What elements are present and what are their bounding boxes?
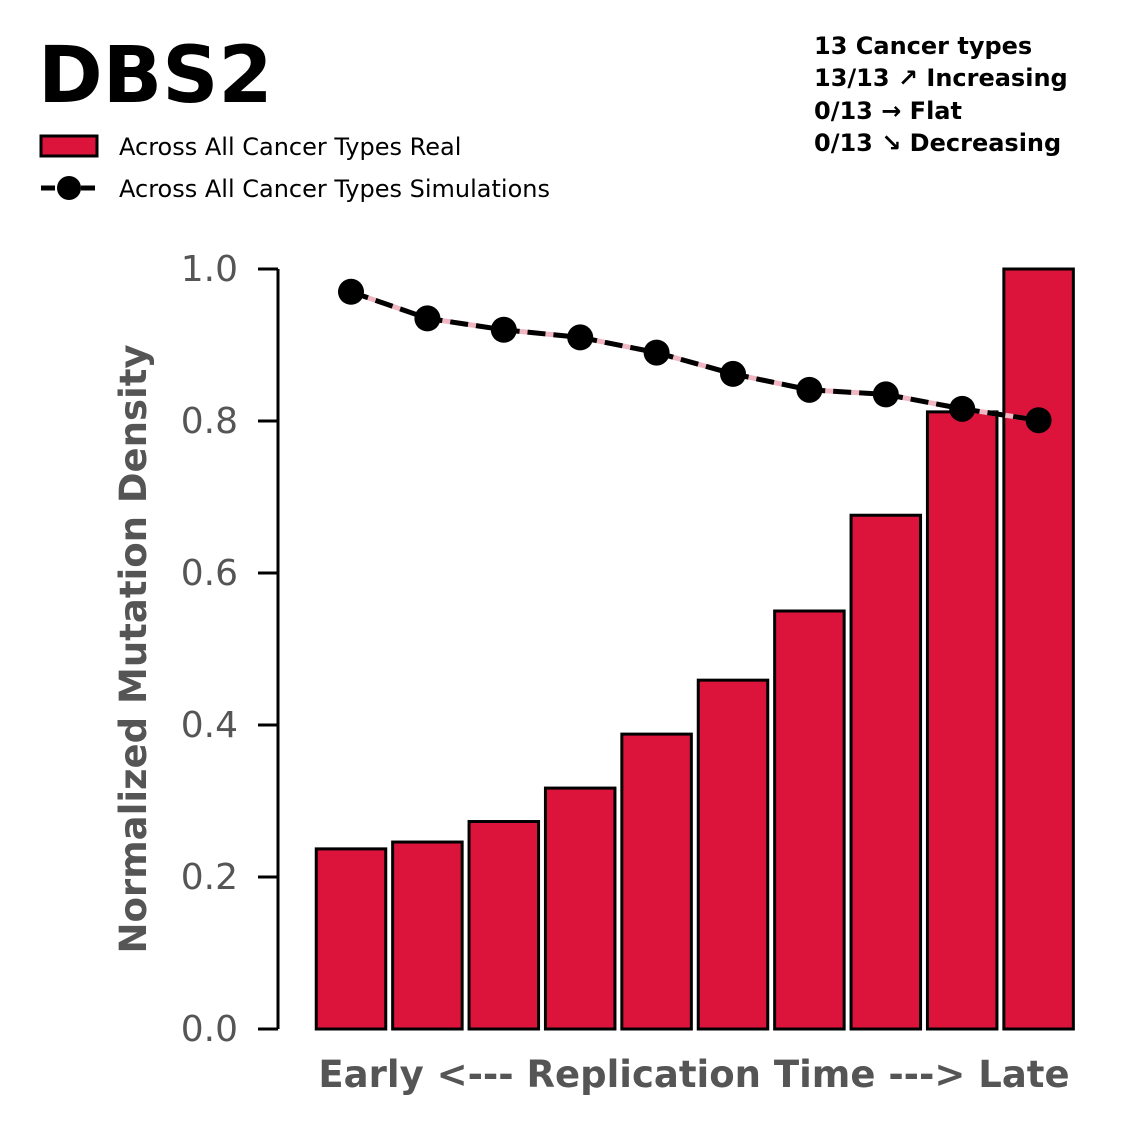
legend: Across All Cancer Types Real Across All … [39,133,550,203]
bar-real [1002,267,1075,1031]
simulation-point [949,395,976,422]
y-tick-label: 0.0 [181,1009,238,1050]
legend-swatch-simulations-marker [57,176,81,200]
y-axis-label: Normalized Mutation Density [112,344,155,953]
y-tick-label: 0.2 [181,857,238,898]
line-series-simulations [338,278,1052,434]
y-tick-label: 1.0 [181,249,238,290]
bar-real [925,410,999,1031]
bar-real [467,820,541,1031]
simulation-point [414,305,441,332]
bar-real [314,847,388,1031]
simulation-point [567,324,594,351]
bar-real [773,609,846,1031]
simulation-point [490,316,517,343]
y-tick-label: 0.6 [181,553,238,594]
stats-block: 13 Cancer types 13/13 ↗ Increasing 0/13 … [814,32,1068,157]
x-axis-label: Early <--- Replication Time ---> Late [318,1053,1069,1096]
bar-real [543,786,617,1031]
simulation-point [643,339,670,366]
stat-flat: 0/13 → Flat [814,97,962,125]
stat-increasing: 13/13 ↗ Increasing [814,64,1068,92]
y-tick-label: 0.4 [181,705,238,746]
y-tick-label: 0.8 [181,401,238,442]
simulation-point [872,381,899,408]
legend-label-real: Across All Cancer Types Real [119,133,461,161]
bar-series-real [314,267,1075,1031]
bar-real [849,513,923,1031]
chart-title: DBS2 [38,31,273,121]
stat-cancer-types: 13 Cancer types [814,32,1032,60]
simulation-point [796,376,823,403]
legend-swatch-real [39,134,99,158]
simulation-point [720,360,746,387]
bar-real [620,732,693,1031]
simulation-point [1025,407,1052,434]
simulation-point [338,278,364,305]
stat-decreasing: 0/13 ↘ Decreasing [814,129,1061,157]
y-axis-ticks: 0.0 0.2 0.4 0.6 0.8 1.0 [181,249,278,1050]
simulation-band-line [350,289,1039,423]
bar-real [696,678,770,1031]
bar-real [391,840,464,1031]
simulation-line [350,289,1039,423]
legend-label-simulations: Across All Cancer Types Simulations [119,175,550,203]
